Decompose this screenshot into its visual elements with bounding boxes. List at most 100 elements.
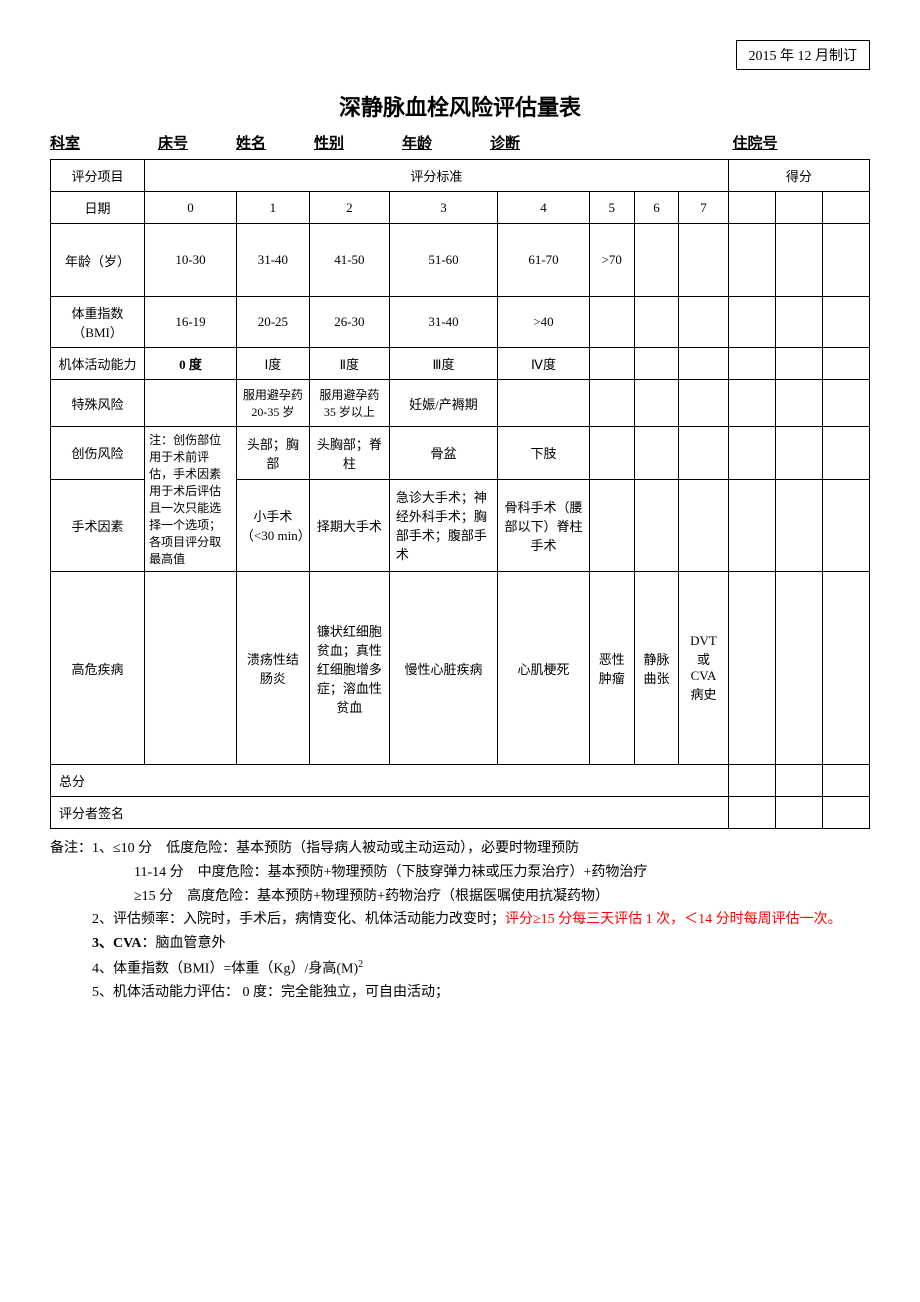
special-2: 服用避孕药 35 岁以上 bbox=[309, 380, 389, 427]
score-cell[interactable] bbox=[775, 427, 822, 480]
score-cell[interactable] bbox=[728, 479, 775, 571]
score-cell[interactable] bbox=[822, 380, 869, 427]
trauma-7 bbox=[679, 427, 728, 480]
score-cell[interactable] bbox=[822, 427, 869, 480]
score-cell[interactable] bbox=[775, 224, 822, 297]
field-name: 姓名 bbox=[236, 132, 306, 153]
score-cell[interactable] bbox=[728, 380, 775, 427]
score-cell[interactable] bbox=[775, 479, 822, 571]
bmi-label: 体重指数（BMI） bbox=[51, 297, 145, 348]
trauma-2: 头胸部；脊柱 bbox=[309, 427, 389, 480]
score-cell[interactable] bbox=[822, 192, 869, 224]
age-7 bbox=[679, 224, 728, 297]
col-3: 3 bbox=[389, 192, 497, 224]
surgery-6 bbox=[634, 479, 679, 571]
trauma-5 bbox=[589, 427, 634, 480]
note-3: 3、CVA：脑血管意外 bbox=[50, 932, 870, 956]
age-6 bbox=[634, 224, 679, 297]
patient-header: 科室 床号 姓名 性别 年龄 诊断 住院号 bbox=[50, 132, 870, 153]
field-admission: 住院号 bbox=[648, 132, 862, 153]
col-4: 4 bbox=[498, 192, 590, 224]
score-cell[interactable] bbox=[775, 348, 822, 380]
activity-0: 0 度 bbox=[145, 348, 237, 380]
score-cell[interactable] bbox=[775, 572, 822, 765]
age-row: 年龄（岁） 10-30 31-40 41-50 51-60 61-70 >70 bbox=[51, 224, 870, 297]
trauma-label: 创伤风险 bbox=[51, 427, 145, 480]
trauma-note: 注：创伤部位用于术前评估，手术因素用于术后评估且一次只能选择一个选项；各项目评分… bbox=[145, 427, 237, 572]
score-cell[interactable] bbox=[822, 479, 869, 571]
date-row: 日期 0 1 2 3 4 5 6 7 bbox=[51, 192, 870, 224]
highrisk-0 bbox=[145, 572, 237, 765]
score-cell[interactable] bbox=[822, 348, 869, 380]
highrisk-5: 恶性肿瘤 bbox=[589, 572, 634, 765]
activity-label: 机体活动能力 bbox=[51, 348, 145, 380]
header-item: 评分项目 bbox=[51, 160, 145, 192]
surgery-label: 手术因素 bbox=[51, 479, 145, 571]
field-bed: 床号 bbox=[158, 132, 228, 153]
score-cell[interactable] bbox=[822, 297, 869, 348]
note-1c: ≥15 分 高度危险：基本预防+物理预防+药物治疗（根据医嘱使用抗凝药物） bbox=[50, 885, 870, 909]
field-sex: 性别 bbox=[314, 132, 394, 153]
total-score-cell[interactable] bbox=[822, 765, 869, 797]
special-7 bbox=[679, 380, 728, 427]
bmi-4: >40 bbox=[498, 297, 590, 348]
activity-row: 机体活动能力 0 度 Ⅰ度 Ⅱ度 Ⅲ度 Ⅳ度 bbox=[51, 348, 870, 380]
note-2: 2、评估频率：入院时，手术后，病情变化、机体活动能力改变时；评分≥15 分每三天… bbox=[50, 908, 870, 932]
note-4: 4、体重指数（BMI）=体重（Kg）/身高(M)2 bbox=[50, 956, 870, 981]
header-row: 评分项目 评分标准 得分 bbox=[51, 160, 870, 192]
surgery-7 bbox=[679, 479, 728, 571]
activity-5 bbox=[589, 348, 634, 380]
field-dept: 科室 bbox=[50, 132, 150, 153]
bmi-0: 16-19 bbox=[145, 297, 237, 348]
score-cell[interactable] bbox=[822, 224, 869, 297]
activity-2: Ⅱ度 bbox=[309, 348, 389, 380]
field-age: 年龄 bbox=[402, 132, 482, 153]
score-cell[interactable] bbox=[728, 348, 775, 380]
surgery-2: 择期大手术 bbox=[309, 479, 389, 571]
special-3: 妊娠/产褥期 bbox=[389, 380, 497, 427]
activity-6 bbox=[634, 348, 679, 380]
score-cell[interactable] bbox=[728, 572, 775, 765]
total-score-cell[interactable] bbox=[728, 765, 775, 797]
trauma-row: 创伤风险 注：创伤部位用于术前评估，手术因素用于术后评估且一次只能选择一个选项；… bbox=[51, 427, 870, 480]
page-title: 深静脉血栓风险评估量表 bbox=[50, 90, 870, 122]
bmi-2: 26-30 bbox=[309, 297, 389, 348]
score-cell[interactable] bbox=[728, 192, 775, 224]
bmi-3: 31-40 bbox=[389, 297, 497, 348]
highrisk-3: 慢性心脏疾病 bbox=[389, 572, 497, 765]
surgery-4: 骨科手术（腰部以下）脊柱手术 bbox=[498, 479, 590, 571]
special-1: 服用避孕药 20-35 岁 bbox=[236, 380, 309, 427]
surgery-5 bbox=[589, 479, 634, 571]
total-score-cell[interactable] bbox=[775, 765, 822, 797]
col-1: 1 bbox=[236, 192, 309, 224]
bmi-7 bbox=[679, 297, 728, 348]
signature-cell[interactable] bbox=[775, 797, 822, 829]
highrisk-2: 镰状红细胞贫血；真性红细胞增多症；溶血性贫血 bbox=[309, 572, 389, 765]
note-1: 备注：1、≤10 分 低度危险：基本预防（指导病人被动或主动运动），必要时物理预… bbox=[50, 837, 870, 861]
col-5: 5 bbox=[589, 192, 634, 224]
trauma-1: 头部；胸部 bbox=[236, 427, 309, 480]
note-1b: 11-14 分 中度危险：基本预防+物理预防（下肢穿弹力袜或压力泵治疗）+药物治… bbox=[50, 861, 870, 885]
signature-cell[interactable] bbox=[728, 797, 775, 829]
col-6: 6 bbox=[634, 192, 679, 224]
score-cell[interactable] bbox=[728, 427, 775, 480]
special-0 bbox=[145, 380, 237, 427]
assessment-table: 评分项目 评分标准 得分 日期 0 1 2 3 4 5 6 7 年龄（岁） 10… bbox=[50, 159, 870, 829]
header-criteria: 评分标准 bbox=[145, 160, 729, 192]
score-cell[interactable] bbox=[728, 297, 775, 348]
revision-date-box: 2015 年 12 月制订 bbox=[736, 40, 871, 70]
score-cell[interactable] bbox=[822, 572, 869, 765]
activity-1: Ⅰ度 bbox=[236, 348, 309, 380]
col-0: 0 bbox=[145, 192, 237, 224]
score-cell[interactable] bbox=[728, 224, 775, 297]
score-cell[interactable] bbox=[775, 297, 822, 348]
score-cell[interactable] bbox=[775, 192, 822, 224]
signature-cell[interactable] bbox=[822, 797, 869, 829]
activity-3: Ⅲ度 bbox=[389, 348, 497, 380]
age-0: 10-30 bbox=[145, 224, 237, 297]
score-cell[interactable] bbox=[775, 380, 822, 427]
notes-section: 备注：1、≤10 分 低度危险：基本预防（指导病人被动或主动运动），必要时物理预… bbox=[50, 837, 870, 1005]
bmi-6 bbox=[634, 297, 679, 348]
surgery-1: 小手术（<30 min） bbox=[236, 479, 309, 571]
bmi-5 bbox=[589, 297, 634, 348]
